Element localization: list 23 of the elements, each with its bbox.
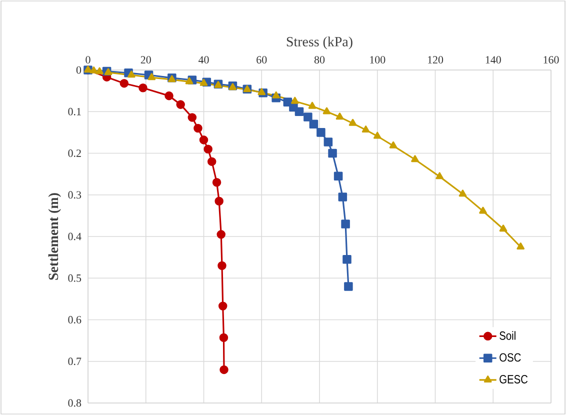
x-tick-label: 160 bbox=[544, 56, 559, 64]
y-tick-label: 0.5 bbox=[68, 274, 82, 282]
x-tick-label: 120 bbox=[428, 56, 444, 64]
x-tick-label: 20 bbox=[140, 56, 151, 64]
x-tick-label: 100 bbox=[370, 56, 386, 64]
x-tick-label: 60 bbox=[256, 56, 267, 64]
y-tick-label: 0.2 bbox=[68, 150, 81, 157]
x-axis-title: Stress (kPa) bbox=[286, 36, 352, 50]
y-tick-label: 0.4 bbox=[68, 232, 82, 240]
x-tick-label: 140 bbox=[486, 56, 501, 64]
legend-label: OSC bbox=[500, 353, 521, 362]
legend-label: GESC bbox=[500, 375, 528, 384]
y-tick-label: 0 bbox=[76, 66, 82, 74]
y-tick-label: 0.1 bbox=[68, 108, 81, 116]
y-tick-label: 0.3 bbox=[68, 191, 82, 199]
y-tick-label: 0.8 bbox=[68, 399, 82, 407]
y-tick-label: 0.7 bbox=[68, 358, 82, 366]
legend-label: Soil bbox=[500, 331, 516, 340]
x-tick-label: 0 bbox=[86, 56, 90, 64]
y-axis-title: Settlement (m) bbox=[48, 193, 61, 280]
x-tick-label: 80 bbox=[314, 56, 325, 64]
x-tick-label: 40 bbox=[198, 56, 209, 64]
y-tick-label: 0.6 bbox=[68, 316, 82, 324]
